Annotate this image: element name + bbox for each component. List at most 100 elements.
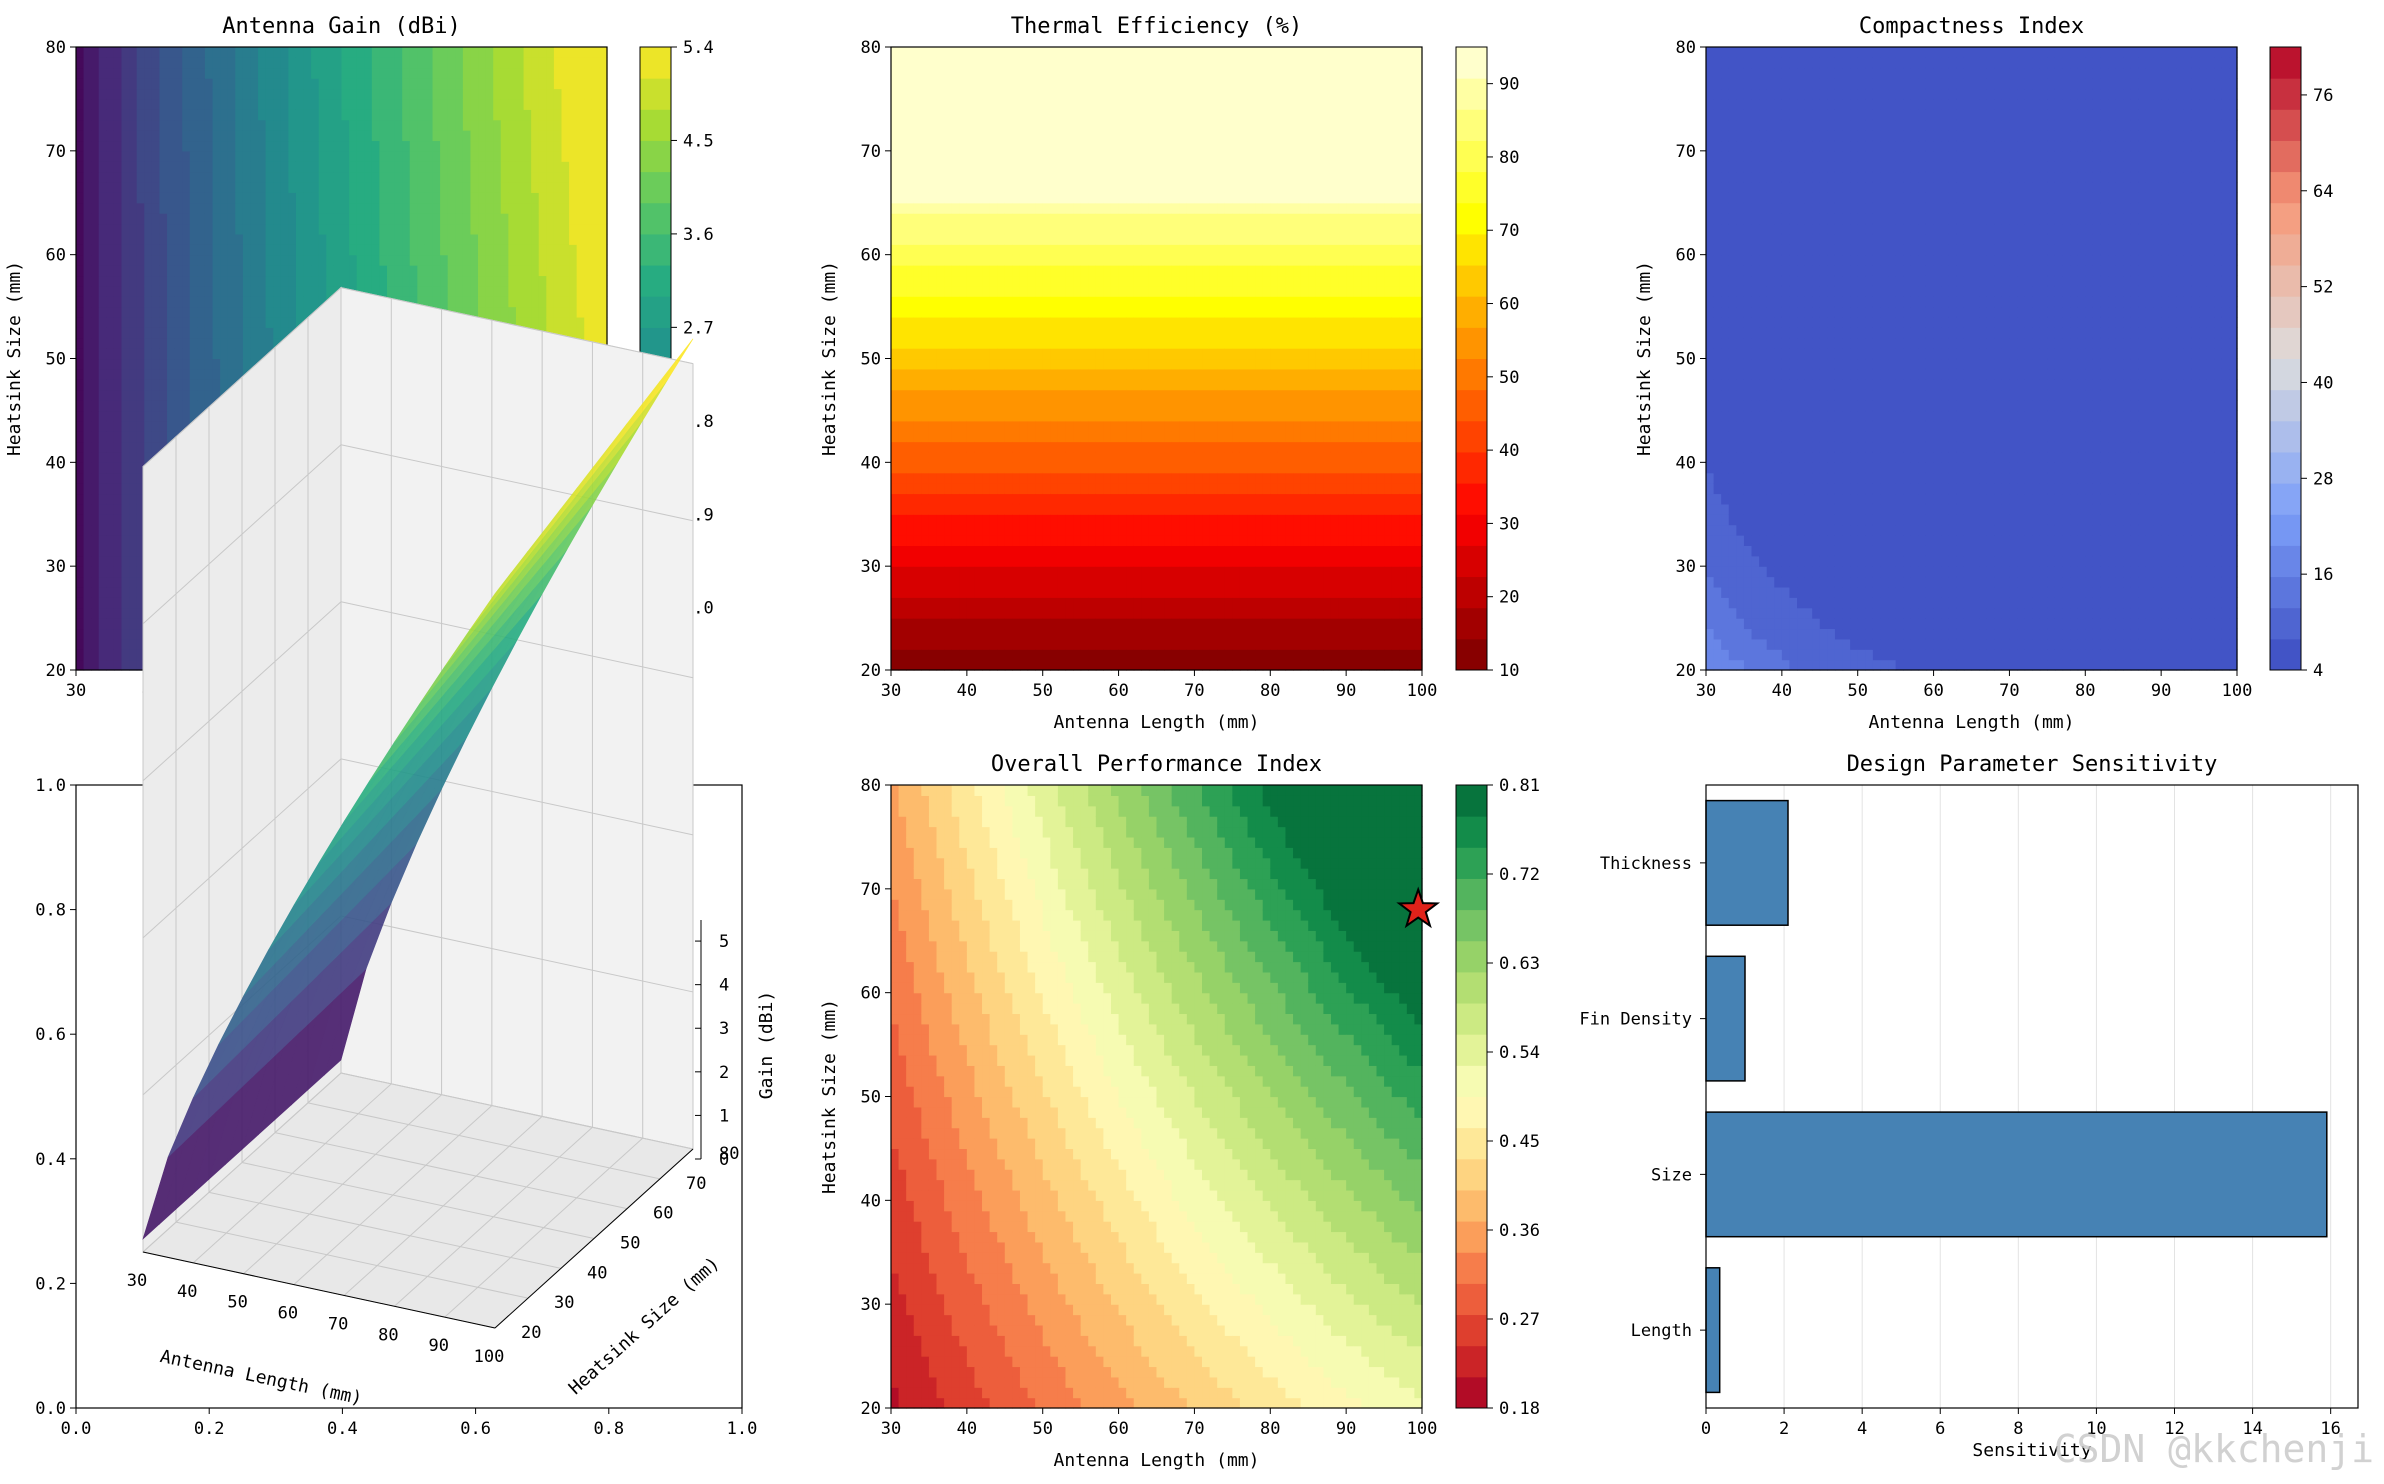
colorbar-level: [2270, 420, 2301, 453]
y-tick-label: 80: [861, 776, 881, 796]
y3d-tick-label: 60: [653, 1204, 673, 1224]
colorbar-tick-label: 4.5: [683, 131, 714, 151]
x-tick-label: 16: [2320, 1419, 2340, 1439]
colorbar-tick-label: 90: [1499, 75, 1519, 95]
outer-y-tick-label: 0.6: [35, 1025, 66, 1045]
colorbar-tick-label: 80: [1499, 148, 1519, 168]
colorbar-level: [2270, 327, 2301, 359]
contour-fill: [1706, 47, 2238, 671]
x-tick-label: 70: [1184, 681, 1204, 701]
colorbar-level: [1456, 420, 1487, 453]
colorbar-level: [1456, 265, 1487, 297]
y-tick-label: 80: [1676, 38, 1696, 58]
colorbar-tick-label: 50: [1499, 368, 1519, 388]
z3d-tick-label: 0: [719, 1150, 729, 1170]
y3d-axis-line: [494, 1148, 694, 1329]
outer-y-tick-label: 0.4: [35, 1150, 66, 1170]
bar-length: [1705, 1267, 1721, 1394]
colorbar-tick-label: 4: [2313, 661, 2323, 681]
bar-size: [1705, 1111, 2328, 1238]
outer-y-tick-label: 0.2: [35, 1274, 66, 1294]
colorbar-tick-label: 20: [1499, 588, 1519, 608]
y3d-tick-label: 30: [554, 1293, 574, 1313]
x-axis-label: Antenna Length (mm): [1869, 712, 2075, 733]
x-tick-label: 30: [881, 1419, 901, 1439]
colorbar-level: [1456, 327, 1487, 359]
colorbar-level: [640, 296, 671, 328]
colorbar-tick-label: 76: [2313, 86, 2333, 106]
colorbar-level: [2270, 47, 2301, 79]
x-tick-label: 80: [1260, 1419, 1280, 1439]
panel-2: 30 40 50 60 70 80 90 10020304050607080Compactne…: [1634, 14, 2333, 733]
colorbar-tick-label: 2.7: [683, 318, 714, 338]
colorbar-level: [1456, 1003, 1487, 1035]
chart-title: Thermal Efficiency (%): [1011, 14, 1302, 39]
colorbar-level: [2270, 358, 2301, 391]
y-tick-label: 20: [861, 661, 881, 681]
z3d-tick-label: 4: [719, 976, 729, 996]
colorbar-level: [1456, 171, 1487, 204]
x-axis-label: Antenna Length (mm): [1054, 712, 1260, 733]
x-tick-label: 60: [1108, 681, 1128, 701]
colorbar-level: [2270, 638, 2301, 671]
colorbar-level: [1456, 1189, 1487, 1222]
contour-fill: [891, 785, 1423, 1409]
outer-y-tick-label: 1.0: [35, 776, 66, 796]
colorbar-level: [640, 202, 671, 235]
y-tick-label: 80: [861, 38, 881, 58]
colorbar-level: [640, 265, 671, 297]
x-tick-label: 70: [1184, 1419, 1204, 1439]
x3d-tick-label: 50: [227, 1293, 247, 1313]
colorbar-tick-label: 0.63: [1499, 954, 1540, 974]
x-tick-label: 60: [1923, 681, 1943, 701]
x-tick-label: 50: [1032, 1419, 1052, 1439]
y-tick-label: 70: [861, 142, 881, 162]
colorbar-level: [2270, 545, 2301, 578]
x-tick-label: 40: [957, 1419, 977, 1439]
colorbar-tick-label: 0.36: [1499, 1221, 1540, 1241]
contour-fill: [891, 47, 1423, 671]
x-tick-label: 90: [2151, 681, 2171, 701]
x3d-tick-label: 40: [177, 1282, 197, 1302]
y-tick-label: 50: [46, 350, 66, 370]
optimum-star-marker: [1396, 886, 1441, 929]
colorbar-level: [1456, 1127, 1487, 1160]
colorbar-tick-label: 0.72: [1499, 865, 1540, 885]
x-tick-label: 100: [1407, 1419, 1438, 1439]
x-tick-label: 6: [1935, 1419, 1945, 1439]
colorbar-level: [2270, 140, 2301, 173]
panel-5: Length Size Fin Density Thickness 0 2 4 6 8 10 12 1…: [1579, 752, 2359, 1461]
x-tick-label: 90: [1336, 681, 1356, 701]
x3d-tick-label: 80: [378, 1325, 398, 1345]
x3d-tick-label: 100: [474, 1347, 505, 1367]
outer-x-tick-label: 1.0: [727, 1419, 758, 1439]
x-tick-label: 50: [1032, 681, 1052, 701]
colorbar-level: [1456, 545, 1487, 578]
y-tick-label: 40: [46, 453, 66, 473]
y-tick-label: 50: [861, 1088, 881, 1108]
colorbar-level: [1456, 1221, 1487, 1253]
outer-y-tick-label: 0.8: [35, 901, 66, 921]
colorbar-level: [2270, 265, 2301, 297]
x-tick-label: 10: [2086, 1419, 2106, 1439]
y-tick-label: 70: [1676, 142, 1696, 162]
y-axis-label: Heatsink Size (mm): [4, 261, 25, 456]
category-label: Length: [1631, 1321, 1692, 1341]
outer-x-tick-label: 0.0: [61, 1419, 92, 1439]
y3d-tick-label: 20: [521, 1323, 541, 1343]
colorbar-level: [1456, 1345, 1487, 1378]
colorbar-level: [2270, 607, 2301, 640]
y-tick-label: 50: [1676, 350, 1696, 370]
colorbar-level: [1456, 1065, 1487, 1097]
x-tick-label: 60: [1108, 1419, 1128, 1439]
colorbar-level: [1456, 1376, 1487, 1409]
y-axis-label: Heatsink Size (mm): [819, 999, 840, 1194]
colorbar: 4 16 28 40 52 64 76: [2269, 46, 2333, 681]
x3d-tick-label: 60: [278, 1304, 298, 1324]
colorbar-tick-label: 0.81: [1499, 776, 1540, 796]
z3d-tick-label: 1: [719, 1106, 729, 1126]
colorbar-tick-label: 28: [2313, 469, 2333, 489]
colorbar-level: [1456, 47, 1487, 79]
y3d-tick-label: 70: [686, 1174, 706, 1194]
